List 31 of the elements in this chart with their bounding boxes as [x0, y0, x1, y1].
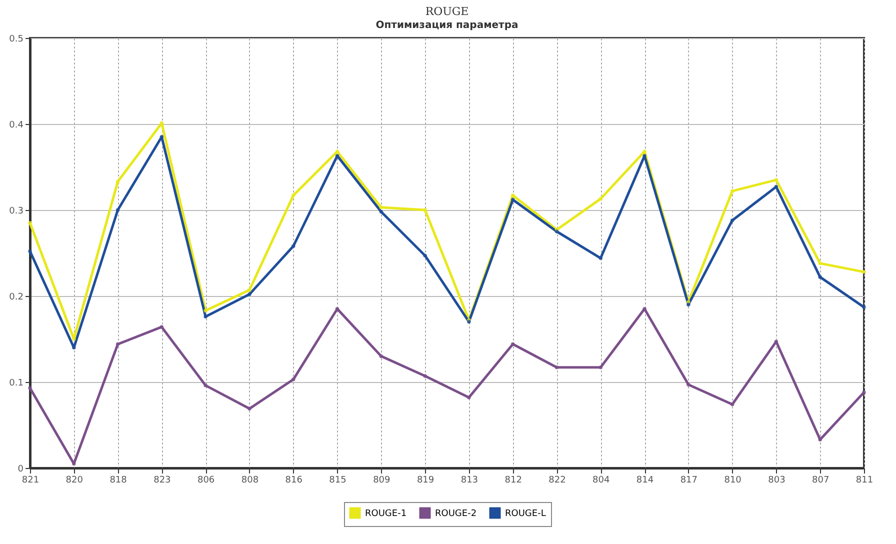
x-tick-label: 814 [636, 476, 654, 486]
x-tick-label: 813 [460, 476, 478, 486]
x-tick-label: 812 [504, 476, 522, 486]
legend-label: ROUGE-1 [365, 509, 407, 519]
x-tick-label: 818 [110, 476, 128, 486]
x-tick-label: 823 [154, 476, 171, 486]
x-tick-label: 811 [856, 476, 874, 486]
x-tick-label: 816 [285, 476, 303, 486]
x-tick-label: 809 [373, 476, 391, 486]
y-tick-label: 0.5 [9, 34, 24, 44]
x-tick-label: 806 [197, 476, 215, 486]
legend-label: ROUGE-L [505, 509, 546, 519]
x-tick-label: 815 [329, 476, 346, 486]
chart-title: ROUGE [425, 5, 469, 18]
x-tick-label: 819 [416, 476, 434, 486]
legend-label: ROUGE-2 [435, 509, 477, 519]
x-tick-label: 807 [812, 476, 830, 486]
x-tick-label: 820 [66, 476, 84, 486]
y-tick-label: 0.2 [9, 292, 24, 302]
x-tick-label: 804 [592, 476, 610, 486]
x-tick-label: 817 [680, 476, 698, 486]
x-tick-label: 810 [724, 476, 742, 486]
y-tick-label: 0.1 [9, 378, 24, 388]
x-tick-label: 803 [768, 476, 786, 486]
x-tick-label: 808 [241, 476, 259, 486]
x-tick-label: 822 [548, 476, 566, 486]
y-tick-label: 0.3 [9, 206, 24, 216]
x-tick-label: 821 [22, 476, 40, 486]
y-tick-label: 0.4 [9, 120, 24, 130]
chart-subtitle: Оптимизация параметра [376, 20, 518, 31]
y-tick-label: 0 [18, 464, 24, 474]
